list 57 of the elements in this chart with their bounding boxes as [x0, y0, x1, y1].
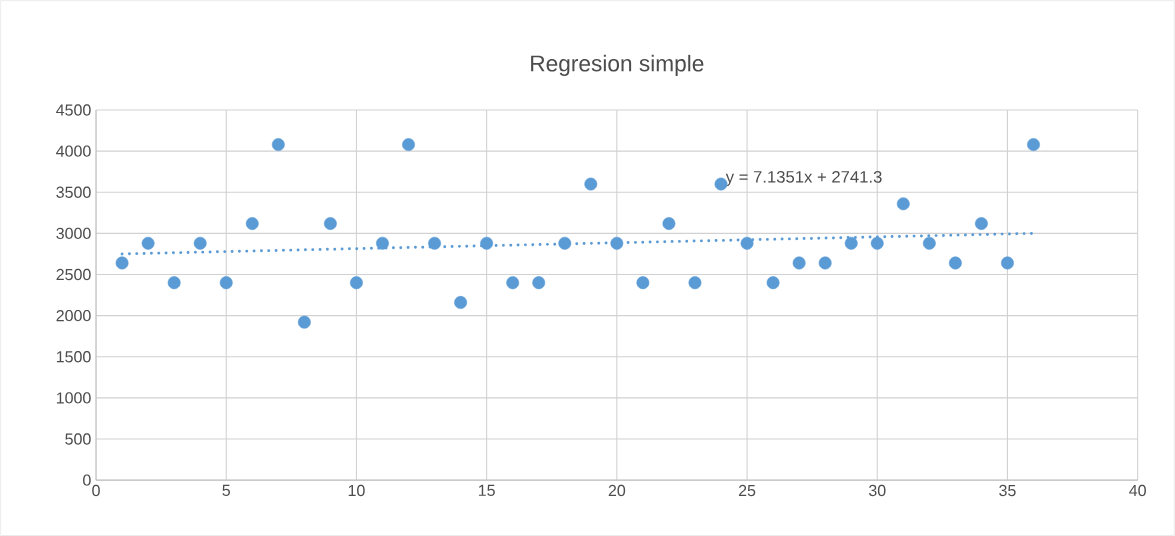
y-tick-label: 4500 [56, 104, 91, 116]
point [610, 236, 624, 250]
point [818, 256, 832, 270]
point [115, 256, 129, 270]
y-tick-label: 500 [65, 433, 91, 445]
x-tick-label: 40 [1129, 484, 1146, 497]
point [714, 177, 728, 191]
x-tick-label: 20 [608, 484, 626, 497]
point [636, 276, 650, 290]
point [662, 217, 676, 230]
point [297, 315, 311, 329]
point [1001, 256, 1014, 270]
y-tick-label: 0 [83, 474, 91, 486]
point [219, 276, 233, 290]
y-tick-label: 3500 [56, 186, 91, 198]
point [350, 276, 363, 290]
point [844, 236, 858, 250]
point [766, 276, 780, 290]
y-tick-label: 1500 [56, 351, 91, 363]
y-tick-label: 4000 [56, 145, 91, 157]
point [532, 276, 546, 290]
point [141, 236, 155, 250]
point [271, 138, 285, 151]
point [948, 256, 962, 270]
x-tick-label: 30 [868, 484, 886, 497]
point [584, 177, 598, 191]
point [922, 236, 936, 250]
point [870, 236, 884, 250]
chart-title: Regresion simple [531, 54, 704, 76]
point [688, 276, 702, 290]
point [975, 217, 988, 230]
point [792, 256, 806, 270]
y-tick-label: 2000 [56, 309, 91, 322]
point [480, 236, 494, 250]
point [558, 236, 572, 250]
point [193, 236, 207, 250]
point [506, 276, 520, 290]
y-tick-label: 3000 [56, 227, 91, 239]
point [428, 236, 441, 250]
point [402, 138, 415, 151]
y-tick-label: 1000 [56, 392, 91, 404]
x-tick-label: 10 [348, 484, 365, 497]
x-tick-label: 35 [999, 484, 1016, 497]
x-tick-label: 0 [92, 484, 100, 497]
annotation: y = 7.1351x + 2741.3 [725, 170, 882, 186]
point [896, 197, 910, 211]
x-tick-label: 5 [222, 484, 231, 496]
point [454, 296, 468, 309]
point [740, 236, 754, 250]
point [245, 217, 259, 230]
x-tick-label: 25 [738, 484, 756, 497]
y-tick-label: 2500 [56, 268, 91, 281]
point [167, 276, 181, 290]
x-tick-label: 15 [478, 484, 495, 496]
point [1027, 138, 1040, 151]
point [376, 236, 389, 250]
point [324, 217, 337, 230]
